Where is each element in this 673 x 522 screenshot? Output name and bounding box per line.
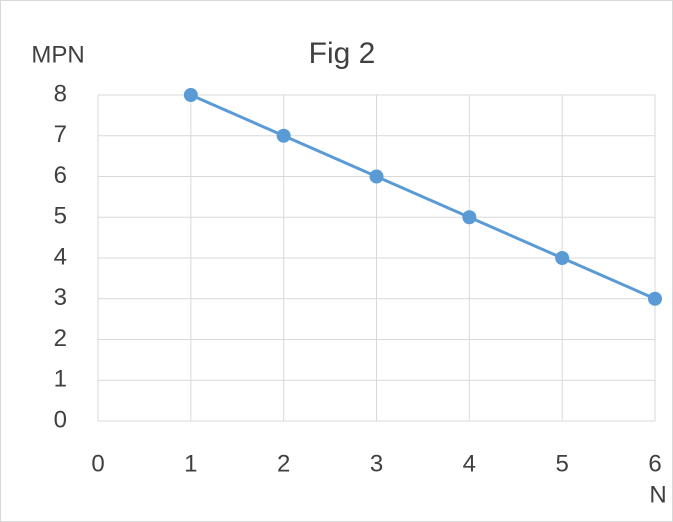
data-point (276, 128, 291, 143)
data-point (369, 169, 384, 184)
series-line (190, 93, 656, 301)
x-axis-label: N (649, 481, 666, 508)
y-tick-label: 6 (54, 162, 67, 189)
x-tick-label: 2 (277, 450, 290, 477)
y-tick-label: 5 (54, 203, 67, 230)
y-tick-label: 3 (54, 284, 67, 311)
x-tick-label: 1 (184, 450, 197, 477)
y-tick-label: 7 (54, 121, 67, 148)
data-point (648, 291, 662, 306)
x-tick-label: 5 (555, 450, 568, 477)
data-point (555, 251, 570, 265)
x-tick-label: 3 (370, 450, 383, 477)
y-tick-label: 8 (54, 80, 67, 107)
x-tick-label: 6 (648, 450, 661, 477)
x-tick-label: 0 (91, 450, 104, 477)
x-tick-label: 4 (463, 450, 476, 477)
data-point (462, 210, 477, 225)
chart-title: Fig 2 (309, 37, 376, 70)
y-tick-label: 2 (54, 325, 67, 352)
y-tick-label: 4 (54, 243, 67, 270)
y-tick-label: 1 (54, 366, 67, 393)
data-point (183, 88, 198, 102)
y-axis-label: MPN (31, 41, 84, 68)
y-tick-label: 0 (54, 406, 67, 433)
